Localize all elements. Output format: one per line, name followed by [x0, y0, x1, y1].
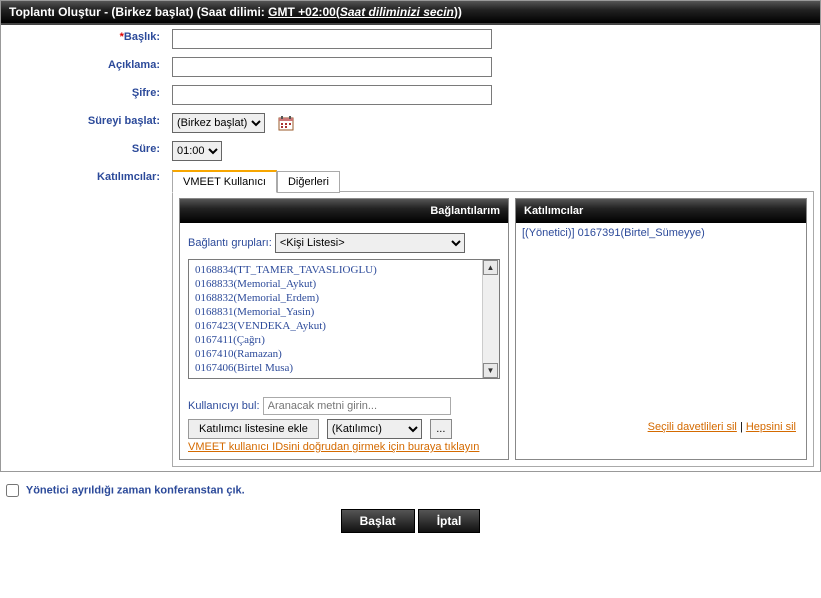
contact-groups-label: Bağlantı grupları:: [188, 237, 272, 249]
participant-tabs: VMEET KullanıcıDiğerleri: [172, 169, 814, 192]
start-button[interactable]: Başlat: [341, 509, 415, 533]
participants-panel-title: Katılımcılar: [516, 199, 806, 223]
label-description: Açıklama:: [108, 59, 160, 71]
participants-panel: Katılımcılar [(Yönetici)] 0167391(Birtel…: [515, 198, 807, 460]
tab-others[interactable]: Diğerleri: [277, 171, 340, 193]
scroll-up-icon[interactable]: ▲: [483, 260, 498, 275]
description-input[interactable]: [172, 57, 492, 77]
enter-id-directly-link[interactable]: VMEET kullanıcı IDsini doğrudan girmek i…: [188, 441, 500, 453]
participants-list: [(Yönetici)] 0167391(Birtel_Sümeyye): [516, 223, 806, 243]
calendar-icon[interactable]: [278, 115, 294, 131]
contact-item[interactable]: 0167423(VENDEKA_Aykut): [195, 319, 479, 333]
contact-item[interactable]: 0168833(Memorial_Aykut): [195, 277, 479, 291]
find-user-input[interactable]: [263, 397, 451, 415]
label-start-duration: Süreyi başlat:: [88, 115, 160, 127]
tab-content: Bağlantılarım Bağlantı grupları: <Kişi L…: [172, 191, 814, 467]
duration-select[interactable]: 01:00: [172, 141, 222, 161]
more-options-button[interactable]: ...: [430, 419, 452, 439]
contact-item[interactable]: 0167410(Ramazan): [195, 347, 479, 361]
contacts-panel-title: Bağlantılarım: [180, 199, 508, 223]
contact-item[interactable]: 0168831(Memorial_Yasin): [195, 305, 479, 319]
header-title-prefix: Toplantı Oluştur - (Birkez başlat) (Saat…: [9, 5, 268, 19]
contact-groups-select[interactable]: <Kişi Listesi>: [275, 233, 465, 253]
form-table: *Başlık: Açıklama: Şifre: Süreyi başlat:…: [1, 25, 820, 471]
label-duration: Süre:: [132, 143, 160, 155]
contact-item[interactable]: 0168832(Memorial_Erdem): [195, 291, 479, 305]
label-password: Şifre:: [132, 87, 160, 99]
meeting-create-dialog: Toplantı Oluştur - (Birkez başlat) (Saat…: [0, 0, 821, 472]
contact-listbox[interactable]: 0168834(TT_TAMER_TAVASLIOGLU) 0168833(Me…: [188, 259, 500, 379]
footer: Yönetici ayrıldığı zaman konferanstan çı…: [0, 472, 821, 545]
contact-item[interactable]: 0168834(TT_TAMER_TAVASLIOGLU): [195, 263, 479, 277]
listbox-scrollbar[interactable]: ▲ ▼: [482, 260, 499, 378]
contact-item[interactable]: 0167406(Birtel Musa): [195, 361, 479, 375]
start-mode-select[interactable]: (Birkez başlat): [172, 113, 265, 133]
dialog-header: Toplantı Oluştur - (Birkez başlat) (Saat…: [1, 1, 820, 25]
exit-on-host-leave-checkbox[interactable]: [6, 484, 19, 497]
cancel-button[interactable]: İptal: [418, 509, 481, 533]
delete-selected-link[interactable]: Seçili davetlileri sil: [648, 421, 737, 433]
title-input[interactable]: [172, 29, 492, 49]
contact-item[interactable]: 0167411(Çağrı): [195, 333, 479, 347]
tab-vmeet-users[interactable]: VMEET Kullanıcı: [172, 170, 277, 193]
header-timezone-select-link[interactable]: Saat diliminizi secin: [340, 5, 454, 19]
add-to-participant-list-button[interactable]: Katılımcı listesine ekle: [188, 419, 319, 439]
find-user-label: Kullanıcıyı bul:: [188, 400, 260, 412]
exit-on-host-leave-label: Yönetici ayrıldığı zaman konferanstan çı…: [26, 484, 245, 496]
header-title-suffix: )): [454, 5, 462, 19]
scroll-down-icon[interactable]: ▼: [483, 363, 498, 378]
role-select[interactable]: (Katılımcı): [327, 419, 422, 439]
delete-all-link[interactable]: Hepsini sil: [746, 421, 796, 433]
header-timezone[interactable]: GMT +02:00(: [268, 5, 340, 19]
participant-item[interactable]: [(Yönetici)] 0167391(Birtel_Sümeyye): [522, 227, 800, 239]
password-input[interactable]: [172, 85, 492, 105]
label-participants: Katılımcılar:: [97, 171, 160, 183]
contacts-panel: Bağlantılarım Bağlantı grupları: <Kişi L…: [179, 198, 509, 460]
label-title: Başlık:: [124, 31, 160, 43]
